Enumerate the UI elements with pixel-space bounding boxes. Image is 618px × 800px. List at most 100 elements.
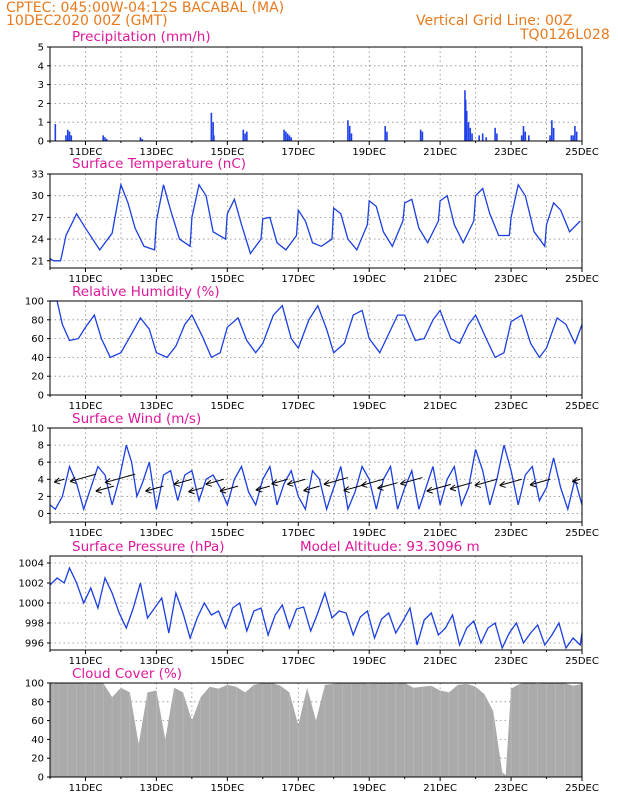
temp-ytick-label: 33 <box>31 170 44 181</box>
precip-bar <box>350 133 353 141</box>
cloud-xtick-label: 19DEC <box>352 783 386 794</box>
wind-series-line <box>49 444 583 512</box>
precip-bar <box>485 137 488 141</box>
temp-xtick-label: 15DEC <box>210 274 244 285</box>
precip-bar <box>244 133 246 141</box>
precip-bar <box>386 131 388 141</box>
precip-frame <box>49 46 583 142</box>
wind-xtick-label: 11DEC <box>69 528 103 539</box>
precip-bar <box>467 122 470 141</box>
rh-ytick-label: 40 <box>31 353 44 364</box>
precip-bar <box>105 139 108 141</box>
wind-title: Surface Wind (m/s) <box>72 411 201 427</box>
precip-bar <box>139 137 142 141</box>
wind-arrow <box>219 485 239 494</box>
wind-xtick-label: 13DEC <box>140 528 174 539</box>
rh-series-line <box>50 300 583 359</box>
wind-arrow <box>255 485 271 493</box>
precip-bar <box>419 129 422 141</box>
precip-bar <box>348 125 351 141</box>
precip-bar <box>528 135 530 141</box>
cloud-ytick-label: 40 <box>31 735 44 746</box>
precip-xtick-label: 13DEC <box>140 147 174 158</box>
wind-arrow <box>400 477 423 487</box>
wind-arrow <box>188 487 203 495</box>
wind-ytick-label: 10 <box>31 424 44 435</box>
precip-bar <box>524 131 527 141</box>
cloud-ytick-label: 80 <box>31 697 44 708</box>
wind-arrow <box>377 482 398 491</box>
pres-xtick-label: 15DEC <box>210 656 244 667</box>
wind-ytick-label: 4 <box>38 475 44 486</box>
rh-ytick-label: 60 <box>31 334 44 345</box>
rh-xtick-label: 21DEC <box>423 401 457 412</box>
rh-xtick-label: 11DEC <box>69 401 103 412</box>
wind-arrow <box>323 477 349 487</box>
wind-xtick-label: 21DEC <box>423 528 457 539</box>
pres-xtick-label: 19DEC <box>352 656 386 667</box>
pres-xtick-label: 13DEC <box>140 656 174 667</box>
precip-bar <box>246 131 248 141</box>
wind-arrow <box>571 477 581 484</box>
pres-model-altitude: Model Altitude: 93.3096 m <box>300 539 480 555</box>
precip-bar <box>68 131 71 141</box>
precip-panel: 0 1 2 3 4 5 11DEC 13DEC 15DEC 17DEC 19DEC 21DEC 23DE… <box>38 43 599 159</box>
wind-arrow <box>53 477 65 485</box>
precip-ytick-label: 5 <box>38 43 44 54</box>
cloud-frame <box>49 682 583 778</box>
wind-xtick-label: 23DEC <box>494 528 528 539</box>
rh-ytick-label: 80 <box>31 315 44 326</box>
cloud-xtick-label: 21DEC <box>423 783 457 794</box>
precip-bar <box>481 133 484 141</box>
wind-panel: 0 2 4 6 8 10 11DEC 13DEC 15DEC 17DEC 19DEC 21DEC 23D… <box>31 424 599 540</box>
cloud-ytick-label: 100 <box>25 679 44 690</box>
precip-title: Precipitation (mm/h) <box>72 29 211 45</box>
pres-series-line <box>49 566 583 650</box>
precip-bar <box>574 125 576 141</box>
wind-xtick-label: 15DEC <box>210 528 244 539</box>
precip-bar <box>290 137 292 141</box>
precip-xtick-label: 19DEC <box>352 147 386 158</box>
precip-bar <box>522 125 525 141</box>
header-location: CPTEC: 045:00W-04:12S BACABAL (MA) <box>6 0 284 16</box>
precip-xtick-label: 15DEC <box>210 147 244 158</box>
temp-ytick-label: 21 <box>31 256 44 267</box>
precip-bar <box>471 133 473 141</box>
wind-arrow <box>426 483 451 494</box>
wind-arrow <box>499 478 522 488</box>
temp-xtick-label: 11DEC <box>69 274 103 285</box>
pres-panel: 996 998 1000 1002 1004 11DEC 13DEC 15DEC 17DEC 19… <box>19 555 599 667</box>
precip-bar <box>520 135 523 141</box>
pres-ytick-label: 1004 <box>19 559 44 570</box>
rh-panel: 0 20 40 60 80 100 11DEC 13DEC 15DEC 17DEC 19DEC 21D… <box>25 297 599 413</box>
wind-arrow <box>145 485 164 494</box>
cloud-xtick-label: 23DEC <box>494 783 528 794</box>
cloud-title: Cloud Cover (%) <box>72 666 182 682</box>
precip-bar <box>54 124 57 141</box>
wind-arrow <box>173 478 193 487</box>
wind-arrow <box>303 485 320 494</box>
precip-ytick-label: 0 <box>38 137 44 148</box>
pres-xtick-label: 21DEC <box>423 656 457 667</box>
precip-bar <box>65 135 67 141</box>
precip-bar <box>347 120 349 141</box>
precip-xtick-label: 23DEC <box>494 147 528 158</box>
precip-bar <box>104 137 106 141</box>
wind-xtick-label: 17DEC <box>281 528 315 539</box>
pres-xtick-label: 17DEC <box>281 656 315 667</box>
precip-xtick-label: 25DEC <box>565 147 599 158</box>
precip-bar <box>575 131 578 141</box>
rh-xtick-label: 25DEC <box>565 401 599 412</box>
pres-xtick-label: 11DEC <box>69 656 103 667</box>
precip-bar <box>465 110 468 141</box>
precip-bar <box>210 112 213 141</box>
cloud-xtick-label: 25DEC <box>565 783 599 794</box>
wind-arrow <box>271 478 288 487</box>
precip-bar <box>70 135 73 141</box>
precip-bar <box>421 131 424 141</box>
precip-bar <box>102 135 104 141</box>
wind-frame <box>49 427 583 523</box>
precip-bar <box>66 129 69 141</box>
temp-ytick-label: 27 <box>31 213 44 224</box>
